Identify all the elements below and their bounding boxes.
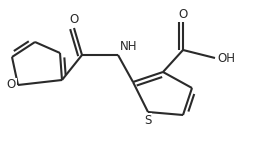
Text: O: O xyxy=(178,8,188,21)
Text: NH: NH xyxy=(120,40,137,54)
Text: O: O xyxy=(69,13,79,26)
Text: OH: OH xyxy=(217,51,235,65)
Text: O: O xyxy=(7,78,16,91)
Text: S: S xyxy=(144,114,152,127)
